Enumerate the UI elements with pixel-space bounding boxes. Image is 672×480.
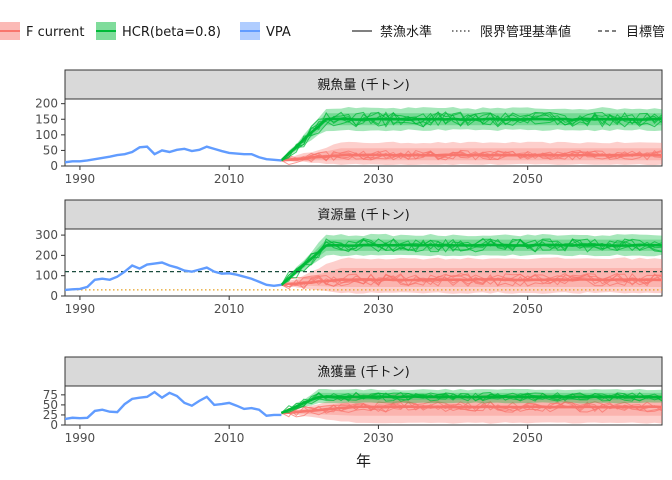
y-tick-label: 0 — [50, 289, 58, 303]
legend-label: 限界管理基準値 — [480, 24, 571, 40]
panel-title: 資源量 (千トン) — [317, 208, 409, 223]
panel-strip — [64, 199, 663, 230]
x-tick-label: 1990 — [65, 431, 96, 445]
legend-label: VPA — [266, 25, 291, 40]
fcurrent-median-line — [281, 153, 662, 162]
y-tick-label: 50 — [43, 143, 58, 157]
x-tick-label: 2010 — [214, 431, 245, 445]
fcurrent-band — [281, 393, 662, 424]
legend-label: 禁漁水準 — [380, 24, 432, 40]
hcr-simulation-line — [281, 111, 662, 161]
legend-item: VPA — [240, 22, 291, 40]
y-tick-label: 50 — [43, 398, 58, 412]
x-tick-label: 2030 — [363, 172, 394, 186]
x-tick-label: 2010 — [214, 302, 245, 316]
y-tick-label: 100 — [35, 128, 58, 142]
vpa-line — [65, 390, 282, 421]
fcurrent-simulation-line — [281, 401, 662, 414]
panel-title: 親魚量 (千トン) — [317, 78, 409, 93]
hcr-median-line — [280, 395, 662, 415]
legend-label: 目標管 — [626, 25, 665, 40]
legend-item: F current — [0, 22, 85, 40]
y-tick-label: 0 — [50, 159, 58, 173]
x-tick-label: 2050 — [512, 431, 543, 445]
y-tick-label: 75 — [43, 388, 58, 402]
legend-item: 目標管 — [598, 25, 665, 40]
fcurrent-band — [281, 257, 662, 294]
y-tick-label: 100 — [35, 269, 58, 283]
legend-item: HCR(beta=0.8) — [96, 22, 221, 40]
panel: 資源量 (千トン) 0 100 200 300 1990 2010 2030 2050 — [35, 199, 663, 316]
x-axis-label: 年 — [356, 452, 371, 470]
x-tick-label: 2050 — [512, 302, 543, 316]
x-tick-label: 1990 — [65, 302, 96, 316]
y-tick-label: 0 — [50, 418, 58, 432]
fcurrent-median-line — [281, 278, 662, 287]
y-tick-label: 200 — [35, 97, 58, 111]
vpa-line — [65, 145, 282, 164]
legend-label: HCR(beta=0.8) — [122, 25, 221, 40]
legend-item: 限界管理基準値 — [452, 24, 571, 40]
y-tick-label: 300 — [35, 228, 58, 242]
y-tick-label: 200 — [35, 248, 58, 262]
panel-data — [65, 107, 662, 166]
legend-label: F current — [26, 25, 85, 40]
hcr-median-line — [280, 243, 662, 286]
fcurrent-simulation-line — [281, 150, 662, 161]
fcurrent-simulation-line — [281, 273, 662, 288]
hcr-median-line — [280, 117, 662, 162]
y-tick-label: 25 — [43, 408, 58, 422]
hcr-simulation-line — [281, 111, 662, 161]
vpa-line — [65, 261, 282, 292]
x-tick-label: 2010 — [214, 172, 245, 186]
y-tick-label: 150 — [35, 112, 58, 126]
x-tick-label: 2030 — [363, 431, 394, 445]
legend-item: 禁漁水準 — [352, 24, 432, 40]
fcurrent-simulation-line — [281, 272, 662, 290]
panel-strip — [64, 356, 663, 387]
panel-title: 漁獲量 (千トン) — [317, 365, 409, 380]
x-tick-label: 2030 — [363, 302, 394, 316]
fcurrent-median-line — [281, 405, 662, 415]
x-tick-label: 1990 — [65, 172, 96, 186]
panel-strip — [64, 69, 663, 100]
panel-data — [65, 233, 662, 294]
legend: F current HCR(beta=0.8) VPA 禁漁水準 限界管理基準値 目標管 — [0, 22, 665, 40]
x-tick-label: 2050 — [512, 172, 543, 186]
panel-data — [65, 388, 662, 424]
